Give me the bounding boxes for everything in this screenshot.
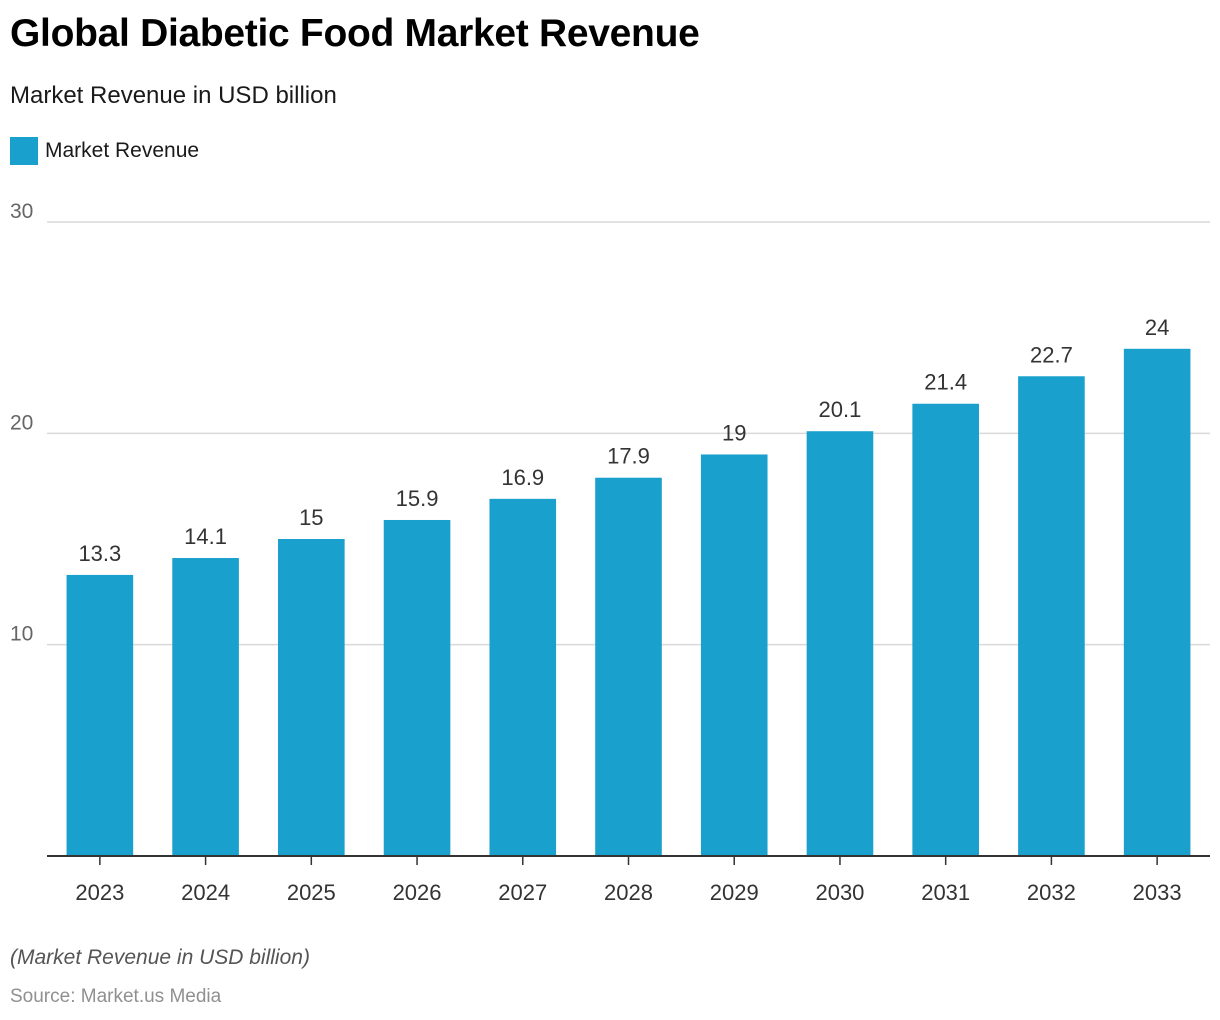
legend: Market Revenue	[10, 137, 199, 165]
x-tick-label: 2026	[393, 880, 442, 905]
x-tick-label: 2030	[815, 880, 864, 905]
y-tick-label: 30	[10, 200, 33, 223]
footnote: (Market Revenue in USD billion)	[10, 946, 310, 969]
bar	[172, 558, 239, 856]
bar	[1018, 376, 1085, 856]
bar-value-label: 16.9	[501, 465, 544, 490]
y-tick-label: 10	[10, 623, 33, 646]
bar	[1123, 348, 1191, 856]
x-tick-label: 2032	[1027, 880, 1076, 905]
x-axis: 2023 2024 2025 2026 2027 2028 2029 2030 2031 2032…	[47, 855, 1210, 905]
x-tick-label: 2023	[75, 880, 124, 905]
source-note: Source: Market.us Media	[10, 986, 222, 1007]
bar	[383, 519, 451, 856]
bar-value-label: 15.9	[396, 486, 439, 511]
x-tick-label: 2033	[1133, 880, 1182, 905]
bar-value-label: 20.1	[819, 397, 862, 422]
bar-value-label: 13.3	[78, 541, 121, 566]
bar-value-label: 22.7	[1030, 342, 1073, 367]
bar	[66, 574, 134, 856]
bar-layer	[66, 348, 1191, 856]
value-label-layer: 13.3 14.1 15 15.9 16.9 17.9 19 20.1 21.4 22.7 24	[78, 315, 1169, 566]
x-tick-label: 2028	[604, 880, 653, 905]
bar	[700, 454, 768, 856]
bar	[912, 403, 979, 856]
bar	[489, 498, 557, 856]
chart-subtitle: Market Revenue in USD billion	[10, 82, 337, 109]
legend-swatch	[10, 137, 38, 165]
bar-value-label: 19	[722, 420, 746, 445]
x-tick-label: 2027	[498, 880, 547, 905]
x-tick-label: 2029	[710, 880, 759, 905]
x-tick-label: 2024	[181, 880, 230, 905]
y-tick-label: 20	[10, 411, 33, 434]
bar-value-label: 14.1	[184, 524, 227, 549]
bar-value-label: 15	[299, 505, 323, 530]
bar-value-label: 21.4	[924, 370, 967, 395]
bar-value-label: 24	[1145, 315, 1169, 340]
x-tick-label: 2031	[921, 880, 970, 905]
bar	[595, 477, 662, 856]
chart-title: Global Diabetic Food Market Revenue	[10, 12, 700, 55]
x-tick-label: 2025	[287, 880, 336, 905]
bar	[278, 539, 345, 856]
bar	[806, 431, 874, 856]
legend-label: Market Revenue	[45, 139, 200, 162]
bar-value-label: 17.9	[607, 444, 650, 469]
